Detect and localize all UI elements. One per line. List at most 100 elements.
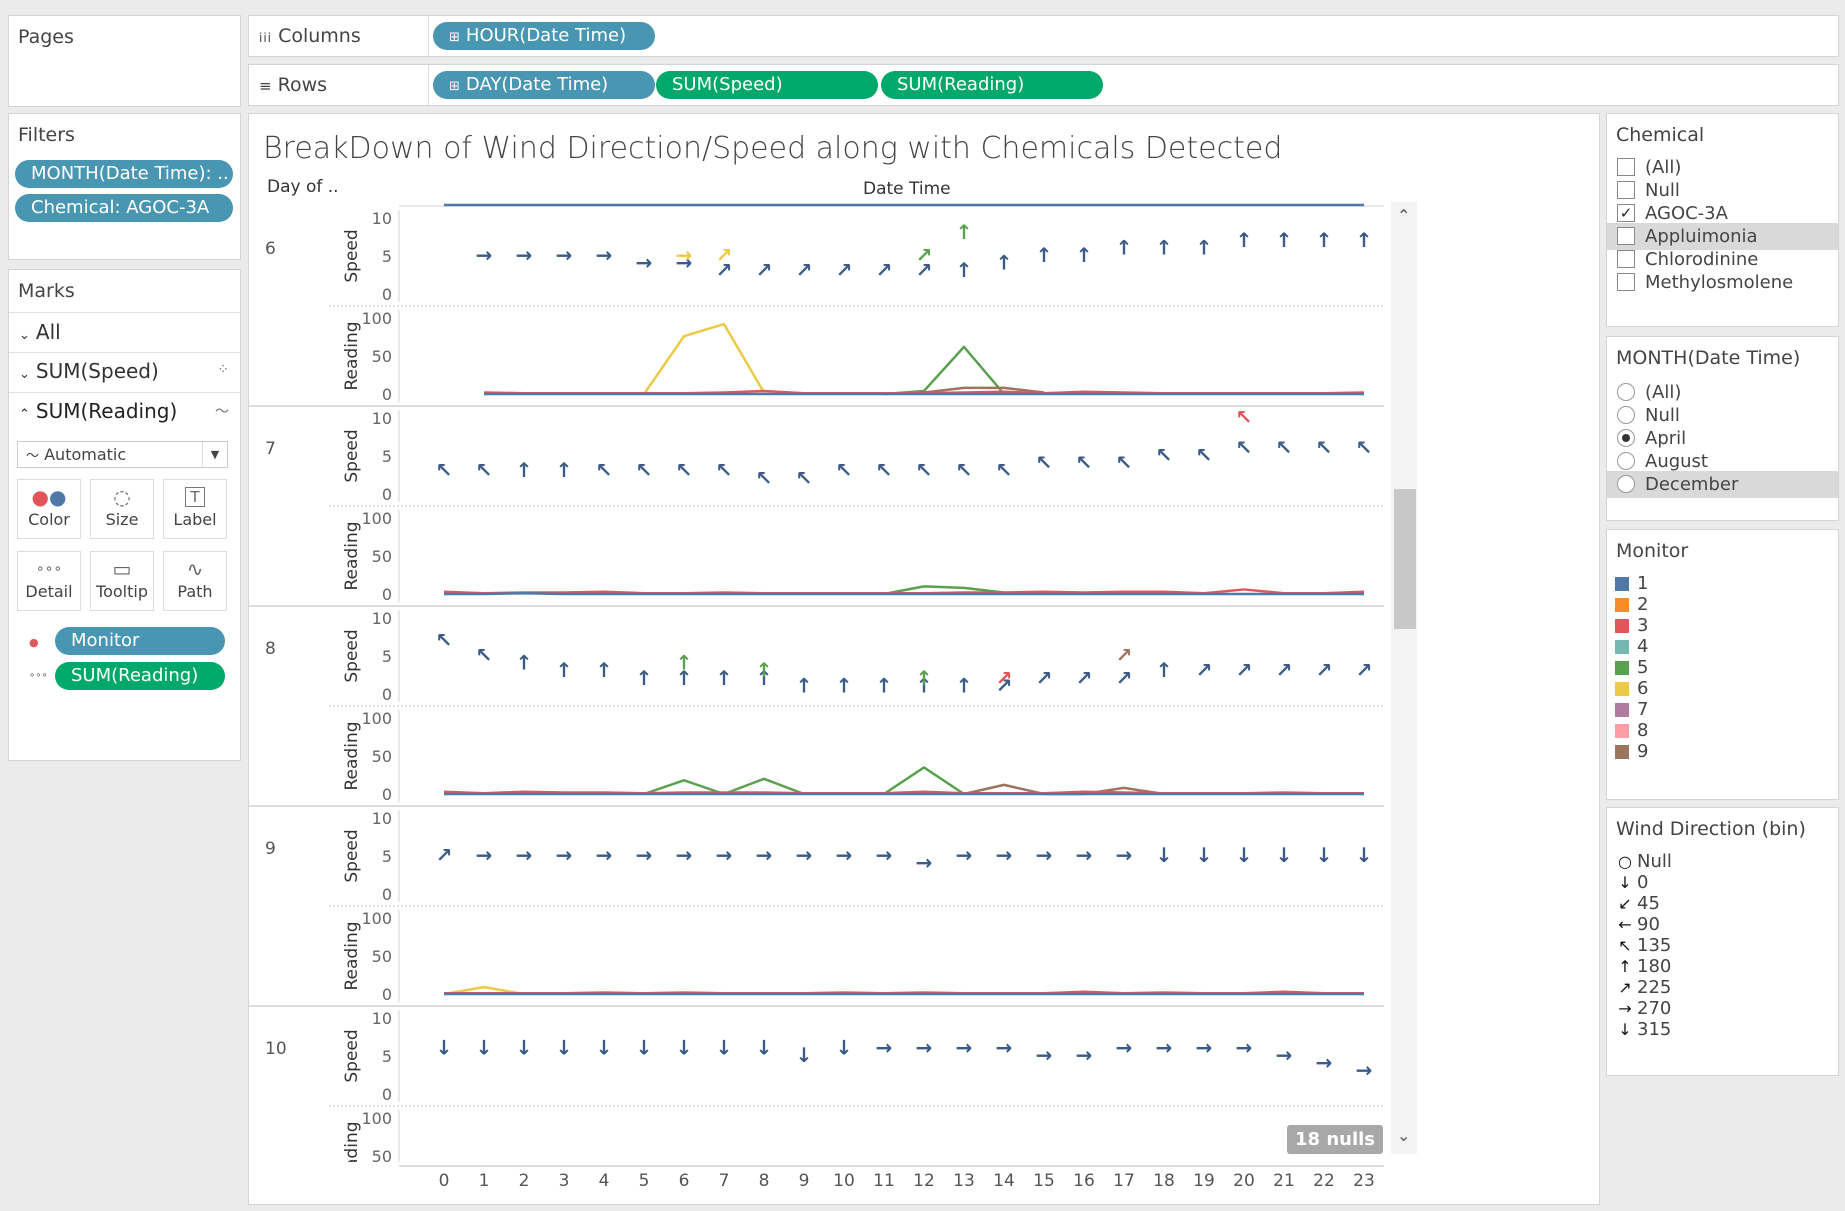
wind-arrow-mark[interactable]: ↓ — [1356, 843, 1373, 867]
vertical-scrollbar[interactable]: ⌃ ⌄ — [1391, 202, 1417, 1154]
wind-arrow-mark[interactable]: ↓ — [476, 1035, 493, 1059]
wind-arrow-mark[interactable]: ↓ — [716, 1035, 733, 1059]
monitor-5-reading-line[interactable] — [883, 766, 965, 796]
wind-arrow-mark[interactable]: → — [1356, 1058, 1373, 1082]
wind-arrow-mark[interactable]: → — [1116, 1035, 1133, 1059]
mark-type-dropdown[interactable]: 〜 Automatic ▼ — [17, 441, 228, 468]
wind-arrow-mark[interactable]: ↖ — [676, 458, 693, 482]
wind-arrow-mark[interactable]: ↑ — [716, 666, 733, 690]
wind-arrow-mark[interactable]: → — [676, 843, 693, 867]
wind-arrow-mark[interactable]: ↑ — [916, 673, 933, 697]
month-filter-card[interactable]: MONTH(Date Time) (All) Null April August Dec… — [1606, 336, 1839, 521]
columns-shelf[interactable]: iii Columns ⊞ HOUR(Date Time) — [248, 15, 1839, 57]
pill-sum-reading[interactable]: SUM(Reading) — [881, 71, 1103, 99]
wind-arrow-mark[interactable]: → — [876, 1035, 893, 1059]
wind-arrow-mark[interactable]: → — [556, 243, 573, 267]
wind-arrow-mark[interactable]: ↑ — [636, 666, 653, 690]
wind-arrow-mark[interactable]: ↑ — [956, 220, 973, 244]
radio-button[interactable] — [1617, 383, 1635, 401]
wind-arrow-mark[interactable]: ↖ — [1236, 405, 1253, 429]
wind-arrow-mark[interactable]: → — [756, 843, 773, 867]
wind-arrow-mark[interactable]: → — [476, 243, 493, 267]
wind-arrow-mark[interactable]: → — [1036, 1043, 1053, 1067]
wind-arrow-mark[interactable]: ↑ — [956, 258, 973, 282]
wind-arrow-mark[interactable]: ↖ — [1316, 435, 1333, 459]
wind-arrow-mark[interactable]: ↑ — [676, 651, 693, 675]
chemical-option[interactable]: (All) — [1607, 154, 1838, 181]
monitor-legend-item[interactable]: 1 — [1607, 571, 1838, 596]
wind-arrow-mark[interactable]: → — [676, 243, 693, 267]
wind-arrow-mark[interactable]: ↗ — [436, 843, 453, 867]
wind-legend-item[interactable]: ↑ 180 — [1607, 954, 1838, 979]
wind-arrow-mark[interactable]: ↗ — [1236, 658, 1253, 682]
wind-arrow-mark[interactable]: ↖ — [956, 458, 973, 482]
month-option[interactable]: August — [1607, 448, 1838, 475]
wind-arrow-mark[interactable]: ↓ — [676, 1035, 693, 1059]
monitor-1-reading-line[interactable] — [444, 591, 1364, 596]
wind-arrow-mark[interactable]: ↑ — [1316, 228, 1333, 252]
wind-arrow-mark[interactable]: ↑ — [1236, 228, 1253, 252]
wind-arrow-mark[interactable]: ↓ — [1156, 843, 1173, 867]
wind-arrow-mark[interactable]: ↗ — [1356, 658, 1373, 682]
radio-button[interactable] — [1617, 452, 1635, 470]
filter-pill-month[interactable]: MONTH(Date Time): .. — [15, 160, 233, 188]
wind-arrow-mark[interactable]: ↖ — [1156, 443, 1173, 467]
wind-arrow-mark[interactable]: → — [956, 1035, 973, 1059]
wind-arrow-mark[interactable]: ↗ — [1196, 658, 1213, 682]
wind-arrow-mark[interactable]: ↗ — [1316, 658, 1333, 682]
wind-arrow-mark[interactable]: ↗ — [716, 258, 733, 282]
wind-arrow-mark[interactable]: ↑ — [836, 673, 853, 697]
radio-button[interactable] — [1617, 406, 1635, 424]
wind-arrow-mark[interactable]: ↑ — [756, 666, 773, 690]
wind-arrow-mark[interactable]: ↓ — [596, 1035, 613, 1059]
wind-arrow-mark[interactable]: ↓ — [1196, 843, 1213, 867]
wind-arrow-mark[interactable]: ↗ — [1116, 666, 1133, 690]
checkbox[interactable]: ✓ — [1617, 204, 1635, 222]
wind-arrow-mark[interactable]: → — [916, 851, 933, 875]
wind-arrow-mark[interactable]: ↖ — [1236, 435, 1253, 459]
checkbox[interactable] — [1617, 250, 1635, 268]
wind-arrow-mark[interactable]: ↖ — [476, 458, 493, 482]
wind-arrow-mark[interactable]: ↓ — [556, 1035, 573, 1059]
wind-arrow-mark[interactable]: ↓ — [1316, 843, 1333, 867]
filter-pill-chemical[interactable]: Chemical: AGOC-3A — [15, 194, 233, 222]
wind-arrow-mark[interactable]: ↗ — [916, 243, 933, 267]
wind-arrow-mark[interactable]: ↑ — [1356, 228, 1373, 252]
wind-arrow-mark[interactable]: → — [476, 843, 493, 867]
wind-arrow-mark[interactable]: ↖ — [1356, 435, 1373, 459]
marks-field-reading[interactable]: SUM(Reading) — [55, 662, 225, 690]
wind-arrow-mark[interactable]: → — [516, 843, 533, 867]
wind-arrow-mark[interactable]: ↗ — [1276, 658, 1293, 682]
wind-arrow-mark[interactable]: ↖ — [756, 466, 773, 490]
wind-arrow-mark[interactable]: ↖ — [716, 458, 733, 482]
wind-arrow-mark[interactable]: → — [596, 243, 613, 267]
month-option[interactable]: (All) — [1607, 379, 1838, 406]
chemical-option[interactable]: ✓ AGOC-3A — [1607, 200, 1838, 227]
tooltip-button[interactable]: ▭ Tooltip — [90, 551, 154, 611]
wind-arrow-mark[interactable]: ↑ — [1156, 235, 1173, 259]
wind-arrow-mark[interactable]: ↖ — [436, 628, 453, 652]
monitor-legend-item[interactable]: 9 — [1607, 739, 1838, 764]
scrollbar-thumb[interactable] — [1394, 489, 1416, 629]
pill-sum-speed[interactable]: SUM(Speed) — [656, 71, 878, 99]
wind-arrow-mark[interactable]: ↑ — [516, 651, 533, 675]
wind-arrow-mark[interactable]: ↖ — [636, 458, 653, 482]
checkbox[interactable] — [1617, 273, 1635, 291]
color-button[interactable]: ●● Color — [17, 479, 81, 539]
monitor-legend-item[interactable]: 6 — [1607, 676, 1838, 701]
wind-arrow-mark[interactable]: ↑ — [516, 458, 533, 482]
wind-arrow-mark[interactable]: → — [1156, 1035, 1173, 1059]
wind-arrow-mark[interactable]: → — [1196, 1035, 1213, 1059]
wind-arrow-mark[interactable]: → — [916, 1035, 933, 1059]
chemical-option[interactable]: Methylosmolene — [1607, 269, 1838, 296]
wind-arrow-mark[interactable]: → — [1076, 1043, 1093, 1067]
wind-legend-item[interactable]: ↙ 45 — [1607, 891, 1838, 916]
wind-arrow-mark[interactable]: ↑ — [916, 666, 933, 690]
wind-arrow-mark[interactable]: ↖ — [996, 458, 1013, 482]
label-button[interactable]: T Label — [163, 479, 227, 539]
wind-arrow-mark[interactable]: → — [796, 843, 813, 867]
wind-legend-item[interactable]: → 270 — [1607, 996, 1838, 1021]
nulls-badge[interactable]: 18 nulls — [1287, 1125, 1383, 1154]
monitor-legend-item[interactable]: 3 — [1607, 613, 1838, 638]
